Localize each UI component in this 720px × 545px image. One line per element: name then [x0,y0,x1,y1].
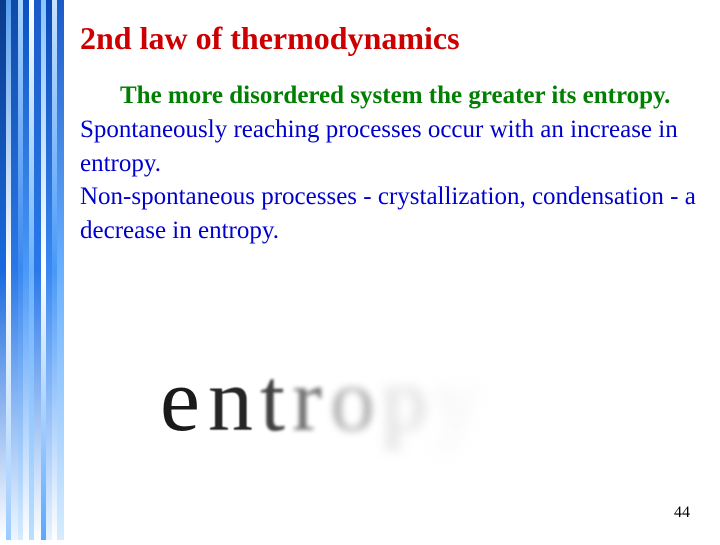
entropy-statement: The more disordered system the greater i… [120,82,670,109]
slide-title: 2nd law of thermodynamics [80,20,700,57]
nonspontaneous-line: Non-spontaneous processes - crystallizat… [80,183,696,244]
decorative-left-stripe [0,0,64,540]
svg-text:o: o [330,351,375,450]
svg-text:t: t [260,351,285,450]
page-number: 44 [674,504,690,522]
svg-text:p: p [382,351,427,450]
svg-text:n: n [208,351,253,450]
slide-body: The more disordered system the greater i… [80,79,700,248]
svg-text:r: r [292,351,322,450]
svg-text:y: y [434,351,479,450]
spontaneous-line: Spontaneously reaching processes occur w… [80,116,678,177]
entropy-word-graphic: entropy [150,340,530,470]
slide-content: 2nd law of thermodynamics The more disor… [80,20,700,248]
svg-text:e: e [160,351,200,450]
